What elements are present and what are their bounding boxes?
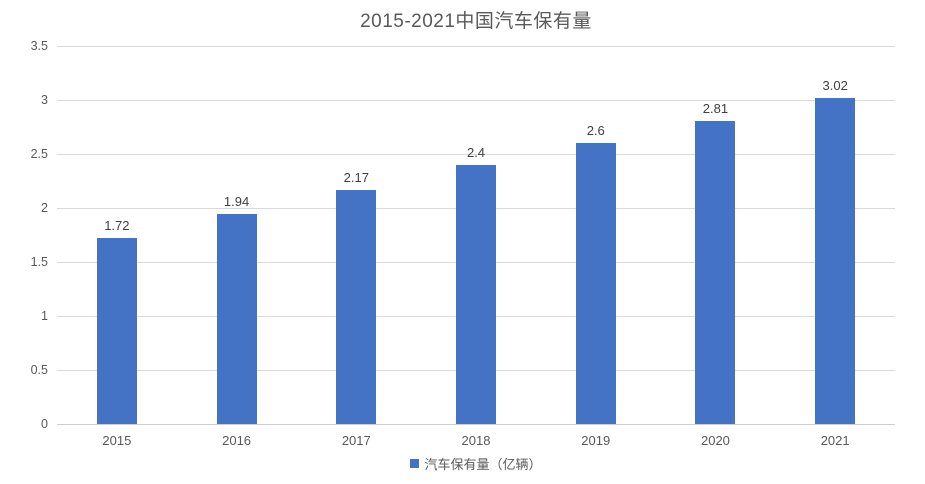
bar [575, 143, 616, 424]
bar-value-label: 1.94 [223, 194, 250, 210]
y-axis-tick-label: 2.5 [30, 147, 48, 161]
bar-value-label: 2.6 [586, 123, 605, 139]
y-axis-tick-label: 1.5 [30, 255, 48, 269]
bar-slot: 1.72 [57, 46, 177, 424]
legend: 汽车保有量（亿辆） [57, 454, 895, 473]
bar [96, 238, 137, 424]
y-axis-tick-label: 3 [41, 93, 48, 107]
gridline [57, 154, 895, 155]
x-axis-label: 2015 [102, 433, 132, 448]
bar [336, 189, 377, 424]
bar-slot: 2.4 [416, 46, 536, 424]
bar-value-label: 2.4 [466, 144, 486, 160]
bar-value-label: 2.17 [343, 169, 369, 185]
y-axis-tick-label: 0 [41, 417, 48, 431]
bar-slot: 2.81 [656, 46, 776, 424]
y-axis-tick-label: 0.5 [30, 363, 48, 377]
x-axis-label: 2018 [461, 433, 491, 448]
legend-label: 汽车保有量（亿辆） [424, 457, 542, 472]
x-axis-labels: 2015 2016 2017 2018 2019 2020 2021 [57, 433, 895, 448]
y-axis-tick-label: 2 [41, 201, 48, 215]
bar-slot: 2.6 [536, 46, 656, 424]
y-axis-tick-label: 1 [41, 309, 48, 323]
bar-slot: 1.94 [177, 46, 297, 424]
legend-swatch [410, 459, 420, 468]
bar [456, 164, 497, 424]
x-axis-label: 2019 [581, 433, 611, 448]
x-axis-label: 2021 [820, 433, 850, 448]
chart-title: 2015-2021中国汽车保有量 [360, 11, 592, 32]
plot-area: 0 0.5 1 1.5 2 2.5 3 3.5 1.72 1.94 2.17 2.4 2.6 2.81 3… [31, 39, 895, 448]
bar [216, 214, 257, 424]
bar-value-label: 1.72 [104, 218, 130, 234]
bar-value-label: 2.81 [702, 100, 729, 116]
gridline [57, 46, 895, 47]
x-axis-label: 2020 [700, 433, 730, 448]
gridline [57, 100, 895, 101]
x-axis-line [57, 424, 895, 425]
bar-slot: 3.02 [775, 46, 895, 424]
bar [815, 97, 856, 424]
bars-container: 1.72 1.94 2.17 2.4 2.6 2.81 3.02 [57, 46, 895, 424]
x-axis-label: 2017 [341, 433, 371, 448]
bar [695, 120, 736, 424]
bar-slot: 2.17 [296, 46, 416, 424]
x-axis-label: 2016 [222, 433, 252, 448]
bar-value-label: 3.02 [822, 77, 848, 93]
y-axis-tick-label: 3.5 [30, 39, 48, 53]
